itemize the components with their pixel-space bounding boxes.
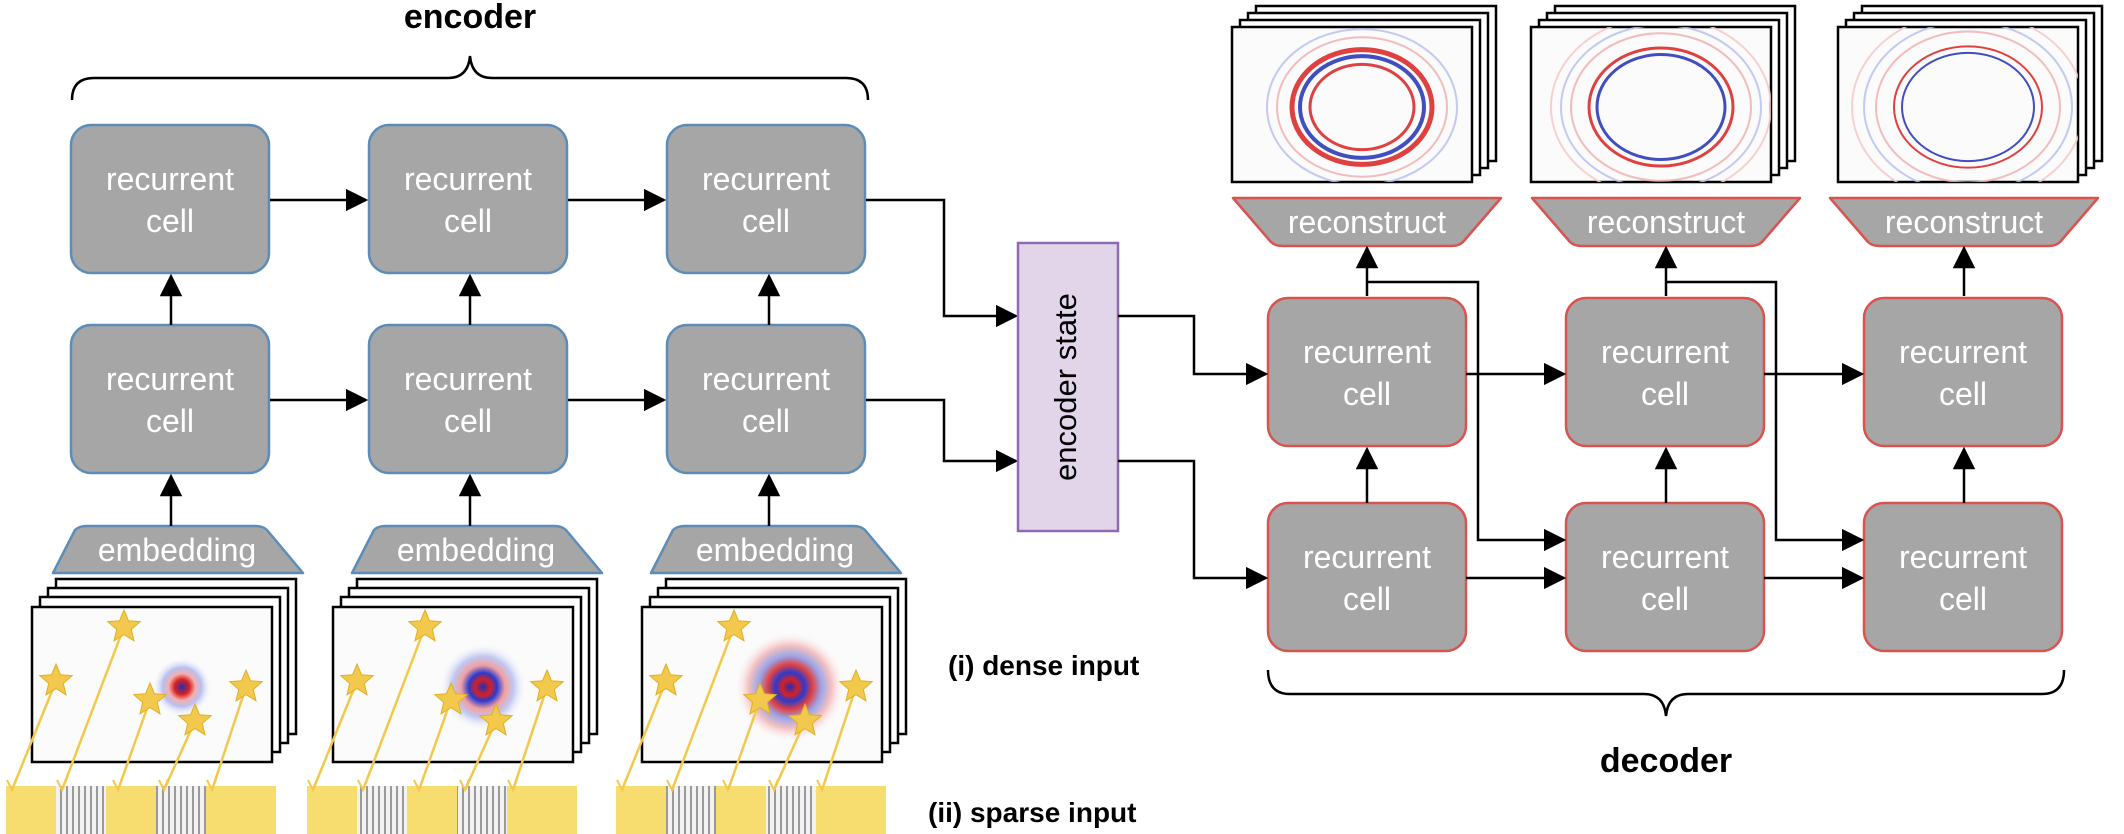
output-frame-stack-2 [1529, 4, 1797, 184]
embedding-label: embedding [397, 532, 555, 568]
cell-label-line1: recurrent [1303, 539, 1431, 575]
star-icon [407, 608, 443, 642]
cell-label-line2: cell [1343, 581, 1391, 617]
cell-label-line2: cell [1343, 376, 1391, 412]
decoder-cell-top-3: recurrent cell [1862, 296, 2064, 448]
decoder-heading: decoder [1600, 742, 1732, 780]
embedding-block-3: embedding [649, 524, 903, 575]
reconstruct-label: reconstruct [1885, 204, 2043, 240]
sparse-sensor-bar-3 [616, 786, 886, 834]
input-frame-stack-3 [640, 577, 908, 764]
encoder-cell-bottom-3: recurrent cell [665, 323, 867, 475]
cell-label-line1: recurrent [1899, 539, 2027, 575]
cell-label-line1: recurrent [702, 361, 830, 397]
decoder-arrows [1118, 245, 1976, 590]
reconstruct-label: reconstruct [1288, 204, 1446, 240]
cell-label-line1: recurrent [702, 161, 830, 197]
output-frame-stack-1 [1230, 4, 1498, 184]
cell-label-line2: cell [1939, 581, 1987, 617]
cell-label-line1: recurrent [1601, 539, 1729, 575]
cell-label-line1: recurrent [106, 361, 234, 397]
embedding-block-1: embedding [51, 524, 305, 575]
star-icon [742, 681, 778, 715]
cell-label-line1: recurrent [106, 161, 234, 197]
star-icon [132, 681, 168, 715]
cell-label-line2: cell [146, 203, 194, 239]
cell-label-line2: cell [1641, 376, 1689, 412]
decoder-brace [1266, 669, 2066, 717]
embedding-label: embedding [696, 532, 854, 568]
star-icon [478, 702, 514, 736]
cell-label-line2: cell [444, 203, 492, 239]
decoder-cell-bottom-1: recurrent cell [1266, 501, 1468, 653]
cell-label-line1: recurrent [1899, 334, 2027, 370]
encoder-state-box [1016, 241, 1120, 533]
decoder-cell-bottom-2: recurrent cell [1564, 501, 1766, 653]
star-icon [838, 668, 874, 702]
sensor-star-group-1 [6, 608, 264, 793]
decoder-cell-bottom-3: recurrent cell [1862, 501, 2064, 653]
cell-label-line1: recurrent [404, 161, 532, 197]
input-frame-stack-2 [331, 577, 599, 764]
star-icon [38, 662, 74, 696]
encoder-arrows [159, 188, 1019, 526]
reconstruct-block-1: reconstruct [1231, 196, 1503, 248]
cell-label-line1: recurrent [404, 361, 532, 397]
reconstruct-block-3: reconstruct [1828, 196, 2100, 248]
dense-input-label: (i) dense input [948, 650, 1139, 681]
output-frame-stack-3 [1836, 4, 2104, 184]
cell-label-line1: recurrent [1303, 334, 1431, 370]
cell-label-line2: cell [444, 403, 492, 439]
decoder-cell-top-1: recurrent cell [1266, 296, 1468, 448]
encoder-cell-bottom-2: recurrent cell [367, 323, 569, 475]
star-icon [529, 668, 565, 702]
cell-label-line2: cell [742, 403, 790, 439]
reconstruct-block-2: reconstruct [1530, 196, 1802, 248]
encoder-cell-top-3: recurrent cell [665, 123, 867, 275]
star-icon [787, 702, 823, 736]
sparse-sensor-bar-1 [6, 786, 276, 834]
star-icon [433, 681, 469, 715]
star-icon [177, 702, 213, 736]
star-icon [106, 608, 142, 642]
embedding-block-2: embedding [350, 524, 604, 575]
encoder-heading: encoder [404, 0, 536, 36]
sparse-sensor-bar-2 [307, 786, 577, 834]
star-icon [228, 668, 264, 702]
encoder-brace [70, 55, 870, 101]
cell-label-line2: cell [146, 403, 194, 439]
encoder-state-label: encoder state [1048, 293, 1083, 481]
input-frame-stack-1 [30, 577, 298, 764]
encoder-cell-top-1: recurrent cell [69, 123, 271, 275]
wavefield-thumbnail [30, 605, 274, 764]
encoder-cell-bottom-1: recurrent cell [69, 323, 271, 475]
star-icon [716, 608, 752, 642]
cell-label-line2: cell [742, 203, 790, 239]
sensor-star-group-2 [307, 608, 565, 793]
star-icon [648, 662, 684, 696]
encoder-cell-top-2: recurrent cell [367, 123, 569, 275]
cell-label-line2: cell [1939, 376, 1987, 412]
sensor-star-group-3 [616, 608, 874, 793]
cell-label-line1: recurrent [1601, 334, 1729, 370]
decoder-cell-top-2: recurrent cell [1564, 296, 1766, 448]
sparse-input-label: (ii) sparse input [928, 797, 1136, 828]
reconstruct-label: reconstruct [1587, 204, 1745, 240]
embedding-label: embedding [98, 532, 256, 568]
star-icon [339, 662, 375, 696]
cell-label-line2: cell [1641, 581, 1689, 617]
